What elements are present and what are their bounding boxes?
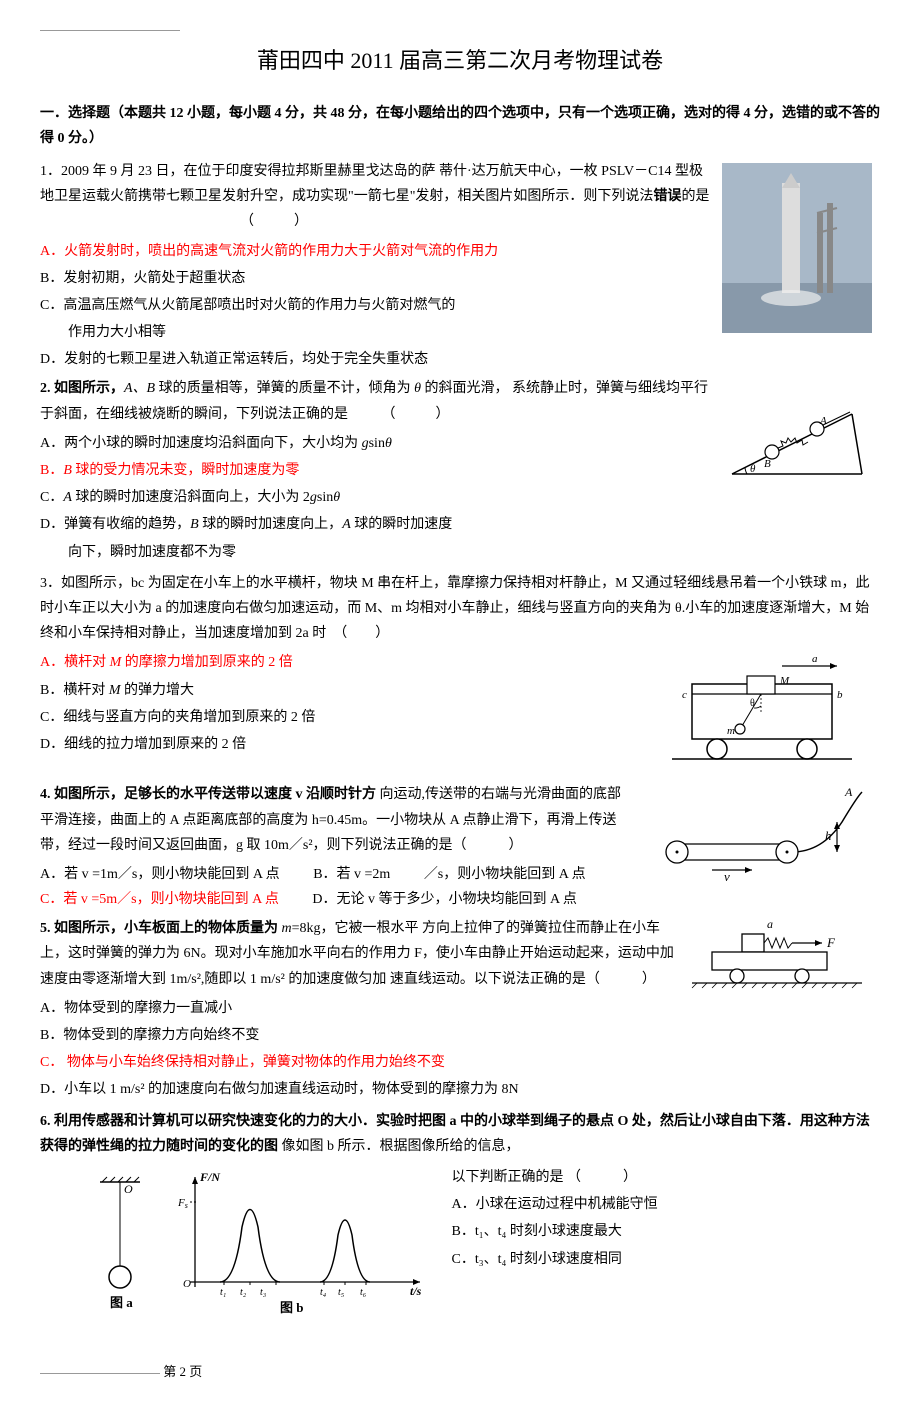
q2-c-g: g xyxy=(310,490,317,505)
q2-option-d: D．弹簧有收缩的趋势，B 球的瞬时加速度向上，A 球的瞬时加速度 xyxy=(40,512,880,537)
q2-a-text: A．两个小球的瞬时加速度均沿斜面向下，大小均为 xyxy=(40,436,362,451)
q4-option-b2: ／s，则小物块能回到 A 点 xyxy=(424,867,586,882)
q6-t6: t₆ xyxy=(360,1287,367,1298)
q1-stem-b: 的是 xyxy=(681,189,709,204)
q3-b-pre: B．横杆对 xyxy=(40,683,109,698)
q3-m-upper: M xyxy=(779,675,790,687)
q5-stem-e: 速直线运动。以下说法正确的是（ ） xyxy=(390,972,656,987)
q2-option-c: C．A 球的瞬时加速度沿斜面向上，大小为 2gsinθ xyxy=(40,485,880,510)
q4-v-label: v xyxy=(724,869,730,882)
q4-option-d: D．无论 v 等于多少，小物块均能回到 A 点 xyxy=(312,887,576,912)
q5-stem-a: 5. 如图所示，小车板面上的物体质量为 xyxy=(40,921,282,936)
q3-a-pre: A．横杆对 xyxy=(40,655,110,670)
q2-a-sin: sin xyxy=(369,436,385,451)
q2-d-pre: D．弹簧有收缩的趋势， xyxy=(40,517,190,532)
q6-t2: t₂ xyxy=(240,1287,247,1298)
q3-figure: a c b M θ m xyxy=(652,654,872,774)
exam-title: 莆田四中 2011 届高三第二次月考物理试卷 xyxy=(40,41,880,81)
q4-stem-a: 4. 如图所示，足够长的水平传送带以速度 v 沿顺时针方 xyxy=(40,787,376,802)
q5-option-d: D．小车以 1 m/s² 的加速度向右做匀加速直线运动时，物体受到的摩擦力为 8… xyxy=(40,1077,880,1102)
q4-option-c: C．若 v =5m／s，则小物块能回到 A 点 xyxy=(40,887,279,912)
q2-theta: θ xyxy=(414,381,421,396)
q2-num: 2. 如图所示， xyxy=(40,381,124,396)
q2-paren: （ ） xyxy=(382,407,454,422)
q1-option-d: D．发射的七颗卫星进入轨道正常运转后，均处于完全失重状态 xyxy=(40,347,880,372)
q1-paren: （ ） xyxy=(240,214,312,229)
q6-stem-c: 以下判断正确的是 （ ） xyxy=(452,1165,732,1190)
q6-option-c: C．t₃、t₄ 时刻小球速度相同 xyxy=(452,1247,732,1272)
q2-d-i2: A xyxy=(342,517,351,532)
q6-t3: t₃ xyxy=(260,1287,267,1298)
footer-rule xyxy=(40,1373,160,1374)
q4-stem-d: 10m／s²，则下列说法正确的是（ ） xyxy=(264,838,523,853)
footer-text: 第 2 页 xyxy=(163,1364,202,1379)
q2-ab: A、B xyxy=(124,381,155,396)
q2-c-i: A xyxy=(63,490,72,505)
q6-option-b: B．t₁、t₄ 时刻小球速度最大 xyxy=(452,1219,732,1244)
q2-b-i: B xyxy=(63,463,72,478)
q6-t1: t₁ xyxy=(220,1287,226,1298)
q4: 4. 如图所示，足够长的水平传送带以速度 v 沿顺时针方 向运动,传送带的右端与… xyxy=(40,782,880,858)
q2-c-sin: sin xyxy=(317,490,333,505)
q3-b-i: M xyxy=(109,683,121,698)
q6-xaxis: t/s xyxy=(410,1284,422,1298)
q3-a-text: 的摩擦力增加到原来的 2 倍 xyxy=(121,655,293,670)
q6-figa-label: 图 a xyxy=(110,1295,133,1310)
q3-a-label: a xyxy=(812,654,818,665)
q2-b-pre: B． xyxy=(40,463,63,478)
q3-b-label: b xyxy=(837,689,843,701)
q1-stem-a: 1．2009 年 9 月 23 日，在位于印度安得拉邦斯里赫里戈达岛的萨 蒂什·… xyxy=(40,164,703,204)
q4-b-1: B．若 v =2m xyxy=(313,867,390,882)
q3-a-i: M xyxy=(110,655,122,670)
q5-option-b: B．物体受到的摩擦力方向始终不变 xyxy=(40,1023,880,1048)
q3-stem: 3．如图所示，bc 为固定在小车上的水平横杆，物块 M 串在杆上，靠摩擦力保持相… xyxy=(40,576,870,641)
section-1-text: 一．选择题（本题共 12 小题，每小题 4 分，共 48 分，在每小题给出的四个… xyxy=(40,106,880,146)
q2-c-theta: θ xyxy=(333,490,340,505)
section-1-header: 一．选择题（本题共 12 小题，每小题 4 分，共 48 分，在每小题给出的四个… xyxy=(40,101,880,151)
q5-option-a: A．物体受到的摩擦力一直减小 xyxy=(40,996,880,1021)
q1-wrong-word: 错误 xyxy=(653,189,681,204)
q4-option-a: A．若 v =1m／s，则小物块能回到 A 点 xyxy=(40,862,280,887)
q5-option-c: C． 物体与小车始终保持相对静止，弹簧对物体的作用力始终不变 xyxy=(40,1050,880,1075)
q6-figures: O 图 a F/N t/s O Fs t₁ t₂ t₃ t₄ t₅ t₆ 图 b xyxy=(80,1167,440,1326)
q2-b-label: B xyxy=(764,458,771,470)
q6-stem-b: 像如图 b 所示．根据图像所给的信息， xyxy=(282,1139,520,1154)
q2-stem-b: 球的质量相等，弹簧的质量不计，倾角为 xyxy=(155,381,414,396)
q2-c-pre: C． xyxy=(40,490,63,505)
q6-fs: Fs xyxy=(177,1197,188,1210)
q6-o-label: O xyxy=(124,1182,133,1196)
q2-theta-label: θ xyxy=(750,463,756,475)
q2-d-t2: 球的瞬时加速度向上， xyxy=(199,517,343,532)
q2-a-g: g xyxy=(362,436,369,451)
q3-c-label: c xyxy=(682,689,687,701)
q6-t5: t₅ xyxy=(338,1287,345,1298)
q4-option-b: B．若 v =2m xyxy=(313,862,390,887)
q3: 3．如图所示，bc 为固定在小车上的水平横杆，物块 M 串在杆上，靠摩擦力保持相… xyxy=(40,571,880,647)
q2-d-t3: 球的瞬时加速度 xyxy=(351,517,453,532)
q6-options-block: 以下判断正确的是 （ ） A．小球在运动过程中机械能守恒 B．t₁、t₄ 时刻小… xyxy=(452,1163,732,1274)
q5: 5. 如图所示，小车板面上的物体质量为 m=8kg，它被一根水平 方向上拉伸了的… xyxy=(40,916,880,992)
q2-stem-c: 的斜面光滑， xyxy=(421,381,509,396)
q2-a-theta: θ xyxy=(385,436,392,451)
header-rule xyxy=(40,30,180,31)
q6-yaxis: F/N xyxy=(199,1170,221,1184)
q3-m-lower: m xyxy=(727,725,735,737)
q1: 1．2009 年 9 月 23 日，在位于印度安得拉邦斯里赫里戈达岛的萨 蒂什·… xyxy=(40,159,880,235)
q6-figb-label: 图 b xyxy=(280,1300,303,1315)
q5-stem-b: =8kg，它被一根水平 xyxy=(292,921,419,936)
q2: 2. 如图所示，A、B 球的质量相等，弹簧的质量不计，倾角为 θ 的斜面光滑， … xyxy=(40,376,880,426)
page-footer: 第 2 页 xyxy=(40,1360,880,1383)
q6: 6. 利用传感器和计算机可以研究快速变化的力的大小．实验时把图 a 中的小球举到… xyxy=(40,1109,880,1159)
q5-m: m xyxy=(282,921,292,936)
q6-t4: t₄ xyxy=(320,1287,327,1298)
q3-b-text: 的弹力增大 xyxy=(121,683,195,698)
q6-option-a: A．小球在运动过程中机械能守恒 xyxy=(452,1192,732,1217)
q2-d-i: B xyxy=(190,517,199,532)
q2-b-text: 球的受力情况未变，瞬时加速度为零 xyxy=(72,463,300,478)
q2-c-text: 球的瞬时加速度沿斜面向上，大小为 2 xyxy=(72,490,310,505)
q3-theta-label: θ xyxy=(750,698,755,709)
q6-origin: O xyxy=(183,1278,191,1290)
q2-option-d2: 向下，瞬时加速度都不为零 xyxy=(40,540,880,565)
q4-options-row2: C．若 v =5m／s，则小物块能回到 A 点 D．无论 v 等于多少，小物块均… xyxy=(40,887,880,912)
